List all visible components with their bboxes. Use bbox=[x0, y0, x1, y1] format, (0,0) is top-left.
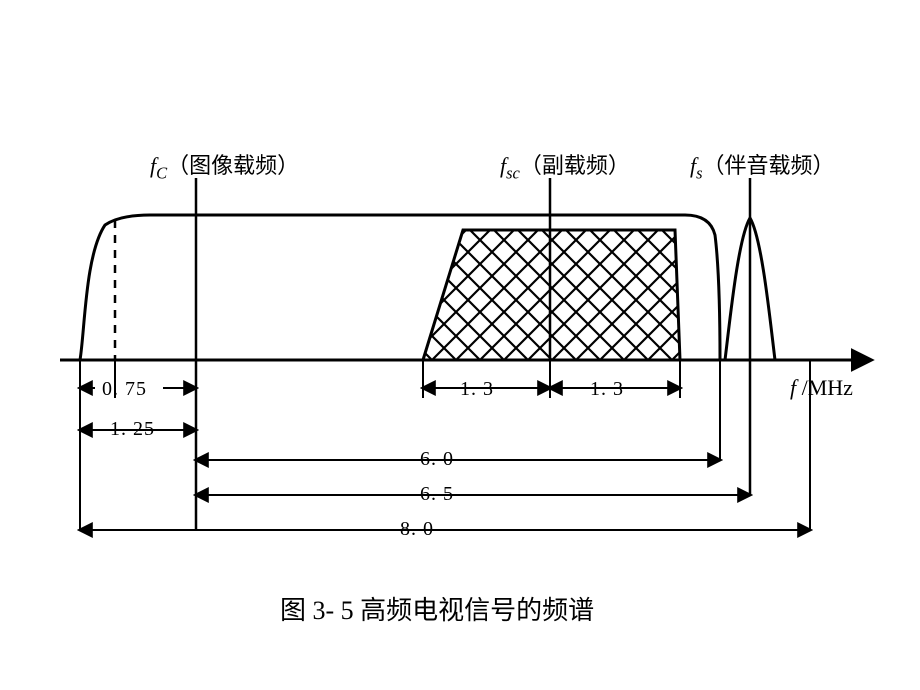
spectrum-diagram bbox=[0, 0, 920, 690]
dim-075: 0. 75 bbox=[102, 378, 147, 401]
dim-13a: 1. 3 bbox=[460, 378, 494, 401]
fs-label: fs（伴音载频） bbox=[690, 148, 835, 183]
fsc-label: fsc（副载频） bbox=[500, 148, 630, 183]
figure-caption: 图 3- 5 高频电视信号的频谱 bbox=[280, 590, 594, 627]
dim-125: 1. 25 bbox=[110, 418, 155, 441]
axis-label: f /MHz bbox=[790, 375, 853, 401]
dim-65: 6. 5 bbox=[420, 483, 454, 506]
dim-13b: 1. 3 bbox=[590, 378, 624, 401]
dim-60: 6. 0 bbox=[420, 448, 454, 471]
fc-label: fC（图像载频） bbox=[150, 148, 299, 183]
dim-80: 8. 0 bbox=[400, 518, 434, 541]
